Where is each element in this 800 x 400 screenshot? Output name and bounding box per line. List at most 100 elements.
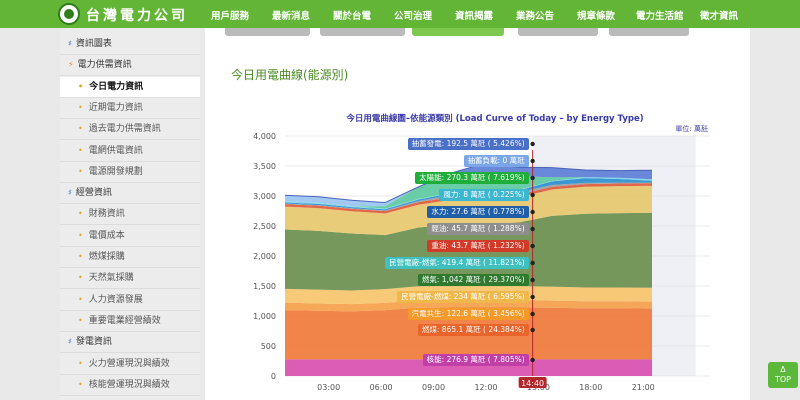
nav-item-electricity-life[interactable]: 電力生活館 xyxy=(636,11,684,22)
sidebar-section[interactable]: ♯ 發電資訊 xyxy=(60,332,200,354)
sidebar-section[interactable]: ⚡ 電力供需資訊 xyxy=(60,55,200,77)
sidebar-item-label: 今日電力資訊 xyxy=(89,81,144,92)
bullet-icon: • xyxy=(78,102,83,112)
sidebar-item-label: 天然氣採購 xyxy=(88,273,134,284)
tooltip-marker xyxy=(530,357,535,363)
bullet-icon: • xyxy=(78,358,83,368)
tab-button-1[interactable] xyxy=(225,28,310,36)
tooltip-marker xyxy=(530,260,535,266)
chart-unit: 單位: 萬瓩 xyxy=(675,124,708,133)
nav-item-disclosure[interactable]: 資訊揭露 xyxy=(455,11,494,22)
bullet-icon: • xyxy=(78,294,83,304)
tooltip-row: 核能: 276.9 萬瓩 ( 7.805%) xyxy=(422,354,529,366)
page-title: 今日用電曲線(能源別) xyxy=(231,68,349,82)
tooltip-marker xyxy=(530,141,535,147)
tooltip-row: 燃煤: 865.1 萬瓩 ( 24.384%) xyxy=(417,324,529,336)
sidebar-item-label: 電力供需資訊 xyxy=(77,60,132,71)
tab-button-active[interactable] xyxy=(412,28,504,36)
sidebar-section[interactable]: ♯ 經營資訊 xyxy=(60,183,200,205)
area-series-0 xyxy=(285,359,652,376)
sidebar-item-label: 電價成本 xyxy=(88,230,125,241)
area-series-11 xyxy=(285,174,652,207)
tooltip-row: 抽蓄發電: 192.5 萬瓩 ( 5.426%) xyxy=(407,138,529,150)
tooltip-row: 風力: 8 萬瓩 ( 0.225%) xyxy=(439,189,529,201)
sidebar-item-label: 人力資源發展 xyxy=(88,294,143,305)
tab-button-4[interactable] xyxy=(518,28,598,36)
sidebar-item[interactable]: • 過去電力供需資訊 xyxy=(60,119,200,141)
nav-item-customer-service[interactable]: 用戶服務 xyxy=(211,11,250,22)
sidebar-item-label: 核能營運現況與績效 xyxy=(88,379,170,390)
sidebar-item[interactable]: • 今日電力資訊 xyxy=(60,76,200,98)
sidebar-item[interactable]: • 天然氣採購 xyxy=(60,268,200,290)
tooltip-marker xyxy=(530,175,535,181)
y-tick-label: 3,000 xyxy=(253,192,276,201)
y-tick-label: 1,500 xyxy=(253,282,276,291)
bullet-icon: • xyxy=(78,81,84,91)
bullet-icon: • xyxy=(78,145,83,155)
sidebar-item[interactable]: • 電價成本 xyxy=(60,226,200,247)
sidebar-item-label: 財務資訊 xyxy=(88,209,125,220)
sidebar-item[interactable]: • 重要電業經營績效 xyxy=(60,311,200,332)
sidebar-item[interactable]: • 電網供電資訊 xyxy=(60,141,200,162)
sidebar-item[interactable]: • 核能營運現況與績效 xyxy=(60,375,200,396)
y-tick-label: 2,000 xyxy=(253,252,276,261)
nav-item-news[interactable]: 最新消息 xyxy=(272,11,311,22)
bullet-icon: • xyxy=(78,209,83,219)
sidebar-item[interactable]: • 電源開發規劃 xyxy=(60,162,200,183)
sidebar-item-label: 過去電力供需資訊 xyxy=(88,124,161,135)
nav-item-governance[interactable]: 公司治理 xyxy=(394,11,433,22)
sidebar-item[interactable]: • 財務資訊 xyxy=(60,204,200,226)
top-nav-bar: 台灣電力公司 用戶服務 最新消息 關於台電 公司治理 資訊揭露 業務公告 規章條… xyxy=(0,0,800,28)
area-series-2 xyxy=(285,300,652,312)
sidebar-item[interactable]: • 近期電力資訊 xyxy=(60,98,200,119)
section-bullet-icon: ♯ xyxy=(68,39,72,48)
tooltip-marker xyxy=(530,294,535,300)
tab-button-2[interactable] xyxy=(320,28,405,36)
tooltip-marker xyxy=(530,243,535,249)
x-tick-label: 06:00 xyxy=(370,383,393,392)
total-load-line xyxy=(284,162,653,204)
tooltip-row: 民營電廠-燃煤: 234 萬瓩 ( 6.595%) xyxy=(397,291,529,303)
sidebar-item-label: 經營資訊 xyxy=(75,188,112,199)
y-tick-label: 3,500 xyxy=(253,162,276,171)
section-bullet-icon: ♯ xyxy=(68,337,72,347)
y-tick-label: 0 xyxy=(271,372,276,381)
tooltip-row: 水力: 27.6 萬瓩 ( 0.778%) xyxy=(427,206,529,218)
sidebar-item-label: 火力營運現況與績效 xyxy=(88,358,170,369)
bullet-icon: • xyxy=(78,379,83,389)
tooltip-row: 輕油: 45.7 萬瓩 ( 1.288%) xyxy=(427,223,529,235)
back-to-top-button[interactable]: Δ TOP xyxy=(768,362,798,388)
x-tick-label: 18:00 xyxy=(579,383,602,392)
nav-item-careers[interactable]: 徵才資訊 xyxy=(700,11,739,22)
tooltip-marker xyxy=(530,311,535,317)
brand-name[interactable]: 台灣電力公司 xyxy=(86,8,188,24)
tooltip-row: 抽蓄負載: 0 萬瓩 xyxy=(463,155,529,167)
sidebar-item[interactable]: • 燃煤採購 xyxy=(60,247,200,268)
nav-item-announcements[interactable]: 業務公告 xyxy=(516,11,555,22)
tooltip-row: 民營電廠-燃氣: 419.4 萬瓩 ( 11.821%) xyxy=(385,257,529,269)
sidebar-item[interactable]: • 火力營運現況與績效 xyxy=(60,354,200,375)
tooltip-row: 太陽能: 270.3 萬瓩 ( 7.619%) xyxy=(415,172,529,184)
chart-title: 今日用電曲線圖–依能源類別 (Load Curve of Today – by … xyxy=(345,113,643,124)
y-tick-label: 2,500 xyxy=(253,222,276,231)
bullet-icon: • xyxy=(78,315,83,325)
sidebar-item-label: 燃煤採購 xyxy=(88,252,125,262)
tab-button-5[interactable] xyxy=(609,28,689,36)
x-tick-label: 09:00 xyxy=(422,383,445,392)
nav-item-regulations[interactable]: 規章條款 xyxy=(577,11,616,22)
x-tick-label: 21:00 xyxy=(632,383,655,392)
top-label: TOP xyxy=(774,375,791,384)
nav-item-about[interactable]: 關於台電 xyxy=(333,11,372,22)
sidebar-item-label: 發電資訊 xyxy=(75,337,112,348)
sidebar-item-label: 重要電業經營績效 xyxy=(88,315,161,326)
bullet-icon: • xyxy=(78,252,83,261)
tooltip-marker xyxy=(530,209,535,215)
tooltip-marker xyxy=(530,277,535,283)
sidebar-section[interactable]: ♯ 資訊圖表 xyxy=(60,34,200,55)
x-tick-label: 12:00 xyxy=(474,383,497,392)
sidebar-item[interactable]: • 人力資源發展 xyxy=(60,290,200,311)
cursor-time-badge xyxy=(518,377,547,388)
taipower-logo-icon[interactable] xyxy=(58,3,80,25)
cursor-time-label: 14:40 xyxy=(521,379,544,388)
